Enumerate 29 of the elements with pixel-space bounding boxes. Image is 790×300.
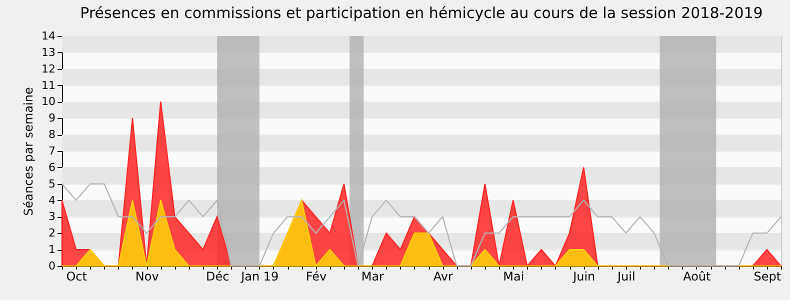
y-tick-label: 3 (48, 210, 56, 224)
y-tick-label: 10 (42, 95, 56, 108)
y-tick-label: 1 (48, 243, 56, 256)
x-tick-label: Mar (361, 270, 384, 284)
y-tick-label: 7 (48, 144, 56, 158)
x-tick-label: Juil (616, 270, 636, 284)
x-tick-label: Jan 19 (240, 270, 279, 284)
y-tick-label: 6 (48, 160, 56, 174)
y-tick-label: 11 (42, 78, 56, 92)
x-tick-label: Avr (433, 270, 453, 284)
y-tick-label: 8 (48, 128, 56, 142)
y-axis-title: Séances par semaine (22, 87, 36, 216)
x-tick-label: Oct (66, 270, 88, 284)
x-tick-label: Déc (206, 270, 230, 284)
x-tick-label: Août (683, 270, 712, 284)
y-tick-label: 12 (42, 62, 56, 76)
y-tick-label: 5 (48, 177, 56, 190)
x-tick-label: Sept (754, 270, 782, 284)
y-tick-label: 2 (48, 226, 56, 240)
y-tick-label: 13 (42, 46, 56, 59)
y-tick-label: 0 (48, 260, 56, 272)
y-tick-label: 9 (48, 112, 56, 125)
x-tick-label: Juin (572, 270, 596, 284)
x-tick-label: Nov (135, 270, 159, 284)
y-tick-label: 14 (42, 30, 56, 42)
x-tick-label: Fév (306, 270, 327, 284)
y-tick-label: 4 (48, 194, 56, 207)
chart-title: Présences en commissions et participation en hémicycle au cours de la session 2018-2019 (80, 4, 763, 22)
x-tick-label: Mai (503, 270, 524, 284)
